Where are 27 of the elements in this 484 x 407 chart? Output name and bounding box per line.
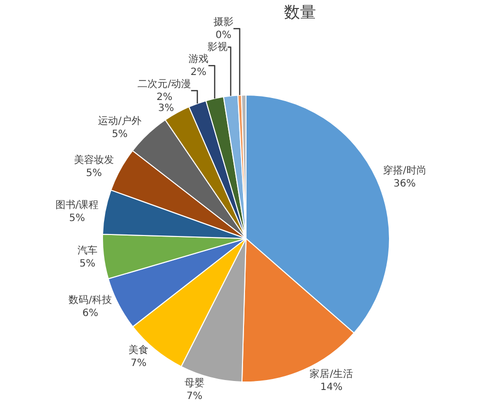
chart-title: 数量 <box>284 2 316 22</box>
slice-label: 美容妆发 <box>74 154 114 166</box>
data-label: 5% <box>69 212 86 224</box>
slice-label: 摄影 <box>213 16 234 28</box>
data-label: 7% <box>186 390 202 402</box>
data-label: 2% <box>156 92 172 104</box>
data-label: 5% <box>112 128 128 140</box>
slice-label: 二次元/动漫 <box>138 78 192 90</box>
slice-label: 母婴 <box>184 376 204 389</box>
slice-label: 影视 <box>208 41 228 54</box>
data-label: 5% <box>86 168 102 180</box>
slice-label: 穿搭/时尚 <box>382 164 426 177</box>
slice-label: 图书/课程 <box>55 198 99 211</box>
slice-label: 数码/科技 <box>68 294 112 306</box>
data-label: 7% <box>130 358 146 370</box>
data-label: 0% <box>215 30 232 42</box>
slice-label: 游戏 <box>188 53 208 66</box>
data-label: 6% <box>82 308 98 320</box>
slice-label: 运动/户外 <box>98 114 142 127</box>
data-label: 2% <box>190 67 206 78</box>
data-label: 36% <box>393 178 416 190</box>
slice-label: 家居/生活 <box>310 368 354 380</box>
data-label: 3% <box>158 103 174 114</box>
slice-label: 汽车 <box>77 244 98 256</box>
slice-label: 美食 <box>128 344 149 356</box>
data-label: 5% <box>79 258 96 270</box>
data-label: 14% <box>320 382 343 393</box>
